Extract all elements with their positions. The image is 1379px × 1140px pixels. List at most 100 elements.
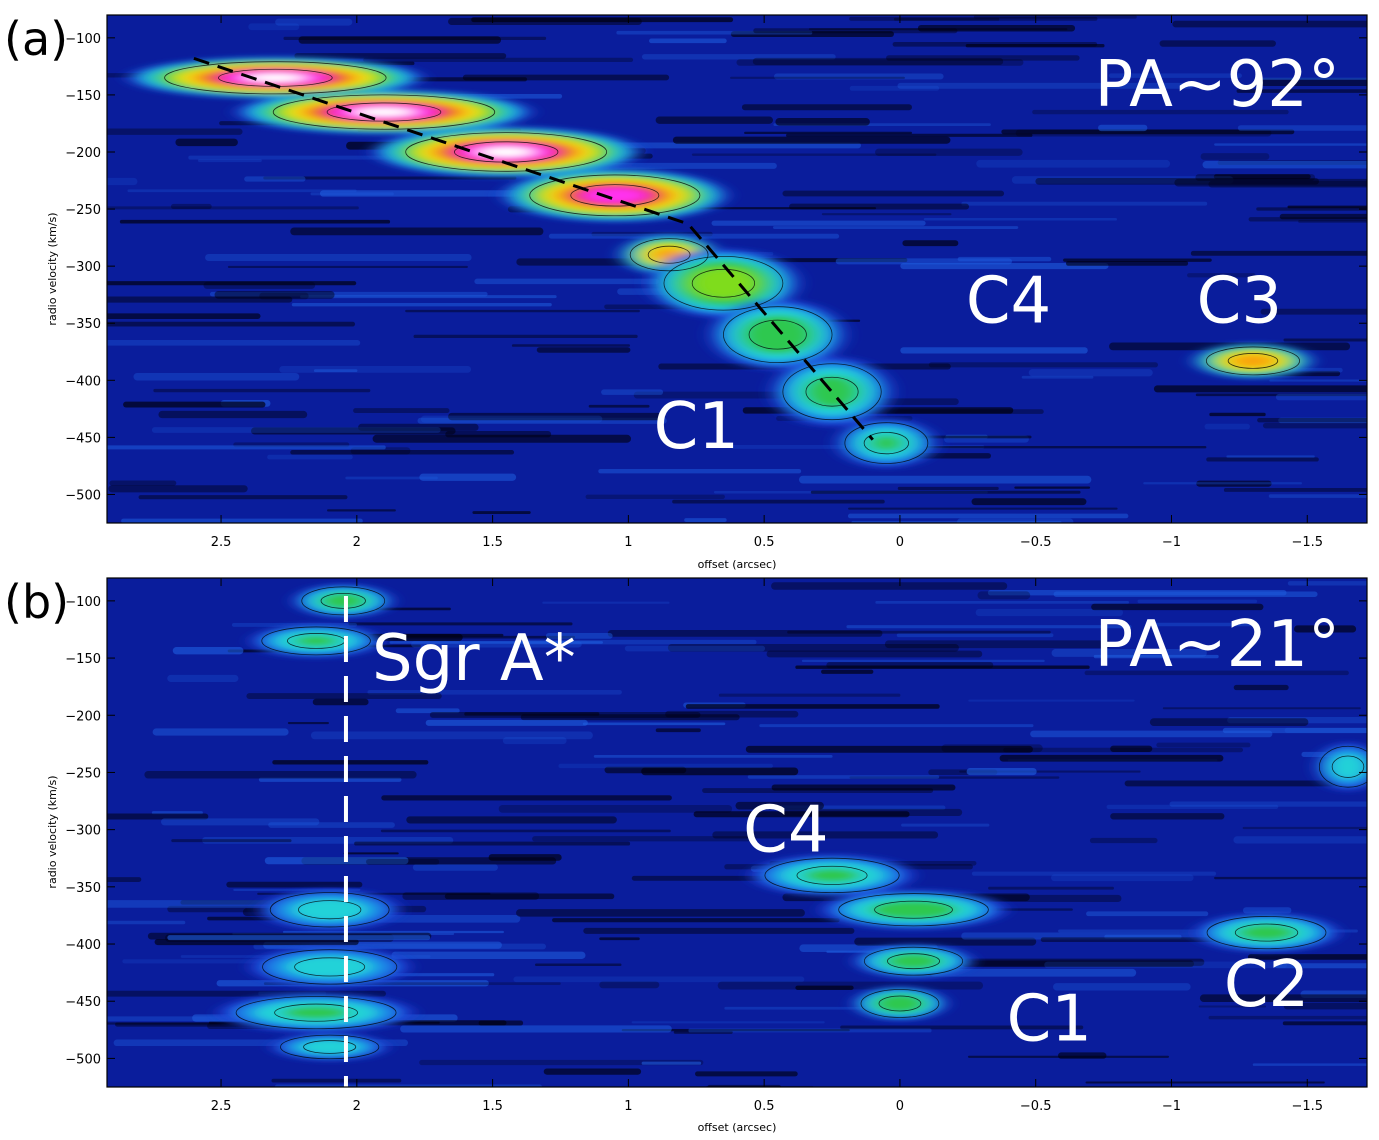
noise-streak [900,347,1088,354]
noise-streak [1242,907,1292,914]
noise-streak [773,73,944,80]
noise-streak [287,722,330,725]
contour [863,431,909,455]
contour [838,893,989,927]
noise-streak [354,841,631,846]
noise-streak [702,788,934,793]
noise-streak [274,1084,543,1087]
noise-streak [798,475,1092,484]
emission-level [740,315,816,355]
noise-streak [1198,1005,1267,1008]
noise-streak [1202,161,1367,169]
contour [663,255,784,311]
noise-streak [227,265,468,268]
noise-streak [502,737,567,745]
noise-streak [846,625,1132,629]
noise-streak [672,499,885,504]
noise-streak [1021,375,1094,379]
noise-streak [516,909,805,917]
noise-streak [693,811,910,818]
noise-streak [107,128,243,135]
contour [844,422,929,464]
noise-streak [875,148,1023,156]
noise-streak [272,760,429,765]
noise-streak [108,485,248,493]
noise-streak [1195,393,1367,397]
y-tick-label: −300 [65,260,101,275]
emission-level [885,953,942,970]
noise-streak [1044,961,1288,969]
noise-streak [536,347,631,353]
noise-streak [688,1028,932,1033]
noise-streak [154,938,359,946]
noise-streak [1287,205,1367,209]
contour [1206,916,1327,950]
noise-streak [1284,727,1367,733]
noise-streak [372,434,632,443]
noise-streak [520,714,740,721]
noise-streak [444,893,615,900]
noise-streak [1195,174,1316,181]
noise-streak [107,340,361,346]
noise-streak [1137,599,1258,604]
emission-level [869,434,903,452]
emission-level [353,107,415,117]
noise-streak [1275,393,1367,401]
x-tick-label: −1 [1162,1099,1181,1114]
noise-streak [1091,603,1264,611]
contour-lines [164,61,1300,464]
noise-streak [268,822,395,828]
x-tick-label: 1.5 [482,1099,503,1114]
noise-streak [1200,153,1270,160]
x-tick-label: 0 [896,535,904,550]
noise-streak [413,334,638,339]
noise-streak [712,831,939,839]
noise-streak [835,258,1013,265]
noise-streak [854,937,1037,946]
noise-streak [1057,1052,1107,1059]
noise-streak [471,17,734,23]
contour [796,865,868,885]
contour [874,900,953,919]
noise-streak [151,427,441,433]
x-axis-title: offset (arcsec) [698,558,777,571]
noise-streak [718,693,901,697]
noise-streak [202,837,454,844]
x-tick-label: −0.5 [1020,1099,1052,1114]
noise-streak [127,189,357,193]
noise-streak [1262,422,1367,429]
noise-streak [801,659,1045,662]
noise-streak [1208,1015,1367,1020]
noise-streak [1287,581,1367,586]
noise-streak [313,369,358,373]
noise-streak [1282,1021,1367,1026]
noise-streak [582,722,726,726]
noise-streak [923,217,1117,221]
noise-streak [956,518,1074,523]
noise-streak [290,450,515,455]
noise-streak [472,511,531,514]
noise-streak [1236,89,1367,93]
noise-streak [205,253,472,262]
contour [298,900,362,920]
position-angle-label: PA~92° [1095,48,1340,122]
noise-streak [957,256,1052,262]
noise-streak [897,82,1194,89]
contour [1205,346,1300,376]
noise-streak [840,1025,1084,1030]
noise-streak [988,886,1114,890]
contour [629,238,709,272]
feature-labels: C4 C1 C2 [743,794,1309,1057]
noise-streak [152,728,289,736]
noise-streak [930,968,1137,977]
noise-streak [973,15,1137,19]
emission-level [285,955,374,979]
noise-streak [787,630,1051,634]
feature-label: C1 [654,390,739,464]
noise-streak [258,777,402,782]
noise-streak [821,669,874,674]
noise-streak [588,404,650,408]
noise-streak [1065,260,1189,266]
y-axis: −100 −150 −200 −250 −300 −350 −400 −450 −500 [65,32,1367,503]
noise-streak [348,622,573,626]
